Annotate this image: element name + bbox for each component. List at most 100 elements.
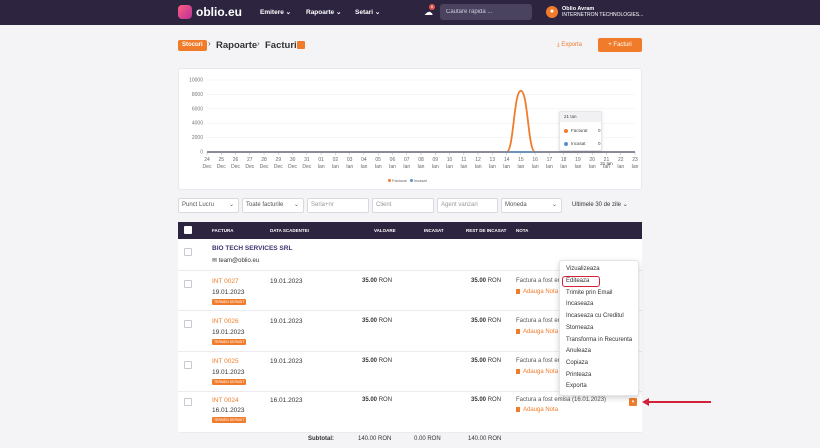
add-note-link[interactable]: Adauga Nota [516, 329, 558, 335]
avatar[interactable]: ● [546, 6, 558, 18]
col-data-scadentei[interactable]: DATA SCADENTEI [270, 228, 309, 233]
x-tick-label-month: Ian [517, 164, 524, 170]
chart-icon[interactable] [297, 41, 305, 49]
row-checkbox[interactable] [184, 320, 192, 328]
dot-icon [564, 141, 568, 146]
x-tick-label-month: Dec [245, 164, 254, 170]
menu-transforma-recurenta[interactable]: Transforma in Recurenta [566, 337, 633, 343]
row-actions-dropdown-button[interactable]: ▾ [629, 398, 637, 406]
filter-client-input[interactable]: Client [372, 198, 434, 213]
col-factura[interactable]: FACTURA [212, 228, 234, 233]
menu-storneaza[interactable]: Storneaza [566, 325, 594, 331]
add-note-link[interactable]: Adauga Nota [516, 369, 558, 375]
x-tick-label-day: 23 [632, 157, 638, 163]
client-name[interactable]: BIO TECH SERVICES SRL [212, 245, 293, 252]
x-tick-label-day: 02 [333, 157, 339, 163]
add-note-link[interactable]: Adauga Nota [516, 289, 558, 295]
filter-moneda[interactable]: Moneda ⌄ [501, 198, 562, 213]
y-tick-label: 0 [200, 150, 203, 156]
col-valoare[interactable]: VALOARE [374, 228, 396, 233]
x-tick-label-day: 05 [375, 157, 381, 163]
filter-tip-factura[interactable]: Toate facturile ⌄ [242, 198, 304, 213]
due-date: 19.01.2023 [270, 358, 303, 365]
x-tick-label-month: Ian [432, 164, 439, 170]
note-icon [516, 369, 520, 374]
row-actions-menu: Vizualizeaza Editeaza Trimite prin Email… [559, 260, 639, 396]
x-tick-label-day: 14 [504, 157, 510, 163]
chevron-down-icon: ⌄ [336, 9, 342, 16]
value: 35.00 RON [362, 358, 393, 364]
menu-editeaza[interactable]: Editeaza [566, 278, 590, 284]
x-tick-label-day: 13 [490, 157, 496, 163]
new-invoice-button[interactable]: + Facturi [598, 38, 642, 52]
col-incasat[interactable]: INCASAT [424, 228, 444, 233]
legend-incasat[interactable]: Incasat [413, 178, 427, 183]
y-tick-label: 6000 [192, 106, 203, 112]
x-tick-label-day: 12 [475, 157, 481, 163]
chart-tooltip: 21 Ian Facturat 0 Incasat 0 [559, 111, 602, 151]
export-button[interactable]: ⤓ Exporta [557, 42, 583, 48]
row-checkbox[interactable] [184, 398, 192, 406]
breadcrumb-stocuri[interactable]: Stocuri [178, 40, 207, 51]
status-badge: TERMEN DEPASIT [212, 299, 247, 305]
nav-emitere[interactable]: Emitere ⌄ [260, 9, 292, 16]
chart-legend: Facturat Incasat [388, 178, 427, 183]
filter-serie-input[interactable]: Seria+nr [307, 198, 369, 213]
invoice-number[interactable]: INT 0024 [212, 397, 239, 404]
menu-copiaza[interactable]: Copiaza [566, 360, 589, 366]
logo-text: oblio.eu [196, 5, 242, 19]
row-checkbox[interactable] [184, 248, 192, 256]
menu-printeaza[interactable]: Printeaza [566, 372, 592, 378]
x-tick-label-day: 09 [432, 157, 438, 163]
x-tick-label-day: 21 [604, 157, 610, 163]
menu-trimite-email[interactable]: Trimite prin Email [566, 290, 613, 296]
row-checkbox[interactable] [184, 280, 192, 288]
legend-facturat[interactable]: Facturat [392, 178, 407, 183]
invoice-number[interactable]: INT 0026 [212, 318, 239, 325]
filter-punct-lucru[interactable]: Punct Lucru ⌄ [178, 198, 239, 213]
period-select[interactable]: Ultimele 30 de zile ⌄ [572, 202, 628, 208]
x-tick-label-day: 16 [532, 157, 538, 163]
x-tick-label-month: Dec [203, 164, 212, 170]
select-all-checkbox[interactable] [184, 226, 192, 234]
col-rest[interactable]: REST DE INCASAT [466, 228, 507, 233]
x-tick-label-month: Ian [418, 164, 425, 170]
user-name[interactable]: Oblio Avram [562, 6, 595, 12]
rest-amount: 35.00 RON [471, 358, 502, 364]
subtotal-row: Subtotal: 140.00 RON 0.00 RON 140.00 RON [178, 433, 642, 448]
menu-anuleaza[interactable]: Anuleaza [566, 348, 592, 354]
invoice-number[interactable]: INT 0025 [212, 358, 239, 365]
x-tick-label-day: 24 [204, 157, 210, 163]
logo[interactable]: oblio.eu [178, 5, 242, 19]
filter-agent-input[interactable]: Agent vanzari [437, 198, 498, 213]
row-checkbox[interactable] [184, 361, 192, 369]
x-tick-label-month: Dec [231, 164, 240, 170]
x-tick-label-day: 07 [404, 157, 410, 163]
note-text: Factura a fost emisa [516, 318, 571, 324]
table-row[interactable]: INT 0024 16.01.2023 TERMEN DEPASIT 16.01… [178, 392, 642, 433]
breadcrumb-rapoarte[interactable]: Rapoarte [216, 40, 258, 51]
menu-vizualizeaza[interactable]: Vizualizeaza [566, 266, 600, 272]
invoice-number[interactable]: INT 0027 [212, 278, 239, 285]
status-badge: TERMEN DEPASIT [212, 379, 247, 385]
status-badge: TERMEN DEPASIT [212, 417, 247, 423]
notifications-icon[interactable]: ☁ [424, 7, 433, 17]
logo-icon [178, 5, 192, 19]
menu-exporta[interactable]: Exporta [566, 383, 587, 389]
note-text: Factura a fost emisa [516, 278, 571, 284]
note-text: Factura a fost emisa (16.01.2023) [516, 397, 607, 403]
add-note-link[interactable]: Adauga Nota [516, 407, 558, 413]
menu-incaseaza-credit[interactable]: Incaseaza cu Creditul [566, 313, 624, 319]
nav-rapoarte[interactable]: Rapoarte ⌄ [306, 9, 342, 16]
x-tick-label-day: 18 [561, 157, 567, 163]
breadcrumb-separator-icon: › [257, 39, 260, 48]
y-tick-label: 8000 [192, 92, 203, 98]
menu-incaseaza[interactable]: Incaseaza [566, 301, 594, 307]
x-tick-label-month: Ian [489, 164, 496, 170]
x-tick-label-day: 29 [276, 157, 282, 163]
x-tick-label-day: 19 [575, 157, 581, 163]
nav-setari[interactable]: Setari ⌄ [355, 9, 381, 16]
legend-dot-icon [409, 179, 413, 183]
search-input[interactable] [440, 4, 532, 20]
x-tick-label-month: Ian [560, 164, 567, 170]
